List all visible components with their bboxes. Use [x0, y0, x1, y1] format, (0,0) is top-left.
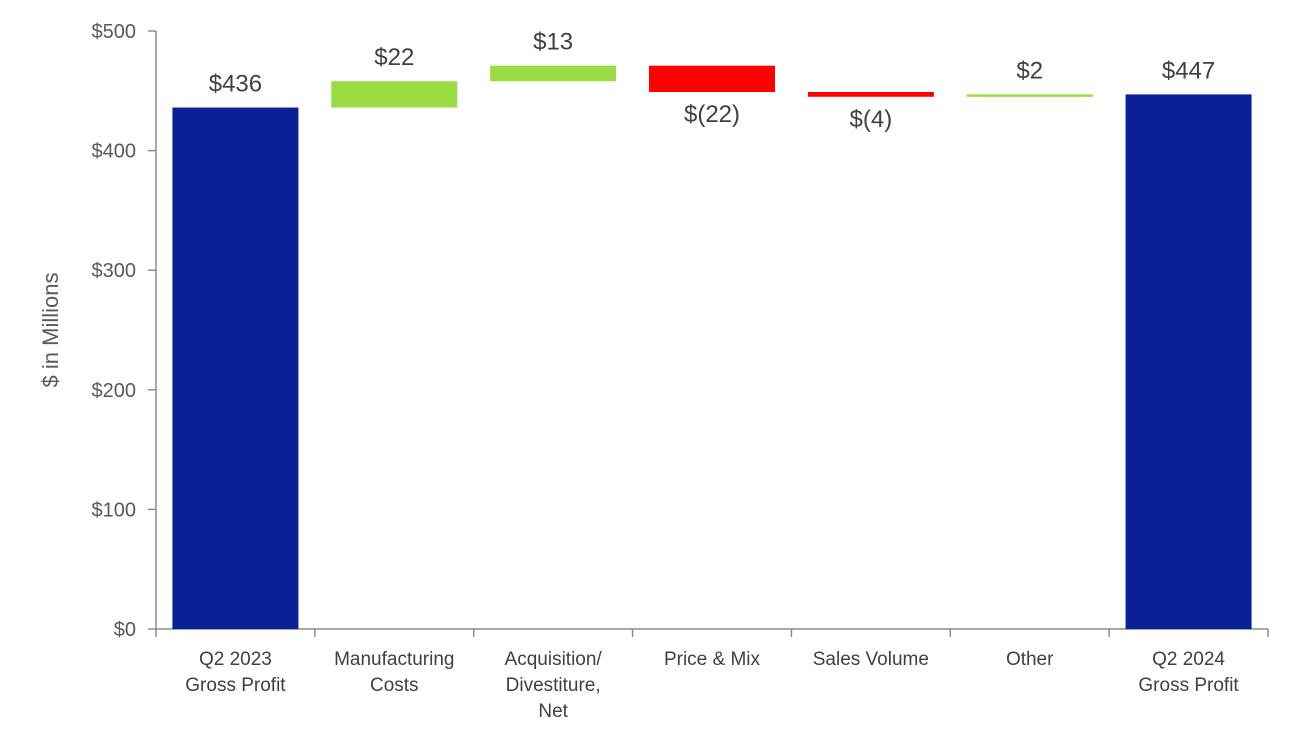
bar-value-label: $(22): [684, 101, 740, 128]
bar-increase: [490, 65, 617, 82]
x-category-label: Q2 2024 Gross Profit: [1138, 649, 1239, 696]
bar-value-label: $2: [1016, 57, 1043, 84]
y-tick-label: $0: [114, 619, 136, 641]
bars: [172, 65, 1252, 629]
y-tick-label: $500: [92, 21, 137, 43]
bar-value-label: $22: [374, 44, 414, 71]
x-category-label: Sales Volume: [813, 649, 929, 670]
x-category-label: Acquisition/Divestiture, Net: [505, 649, 603, 722]
bar-increase: [966, 94, 1093, 97]
x-category-label: Q2 2023 Gross Profit: [185, 649, 286, 696]
y-tick-label: $100: [92, 499, 137, 521]
data-labels: $436 $22 $13 $(22) $(4) $2 $447: [209, 29, 1216, 133]
bar-decrease: [807, 91, 934, 97]
bar-value-label: $13: [533, 29, 573, 56]
bar-total: [1125, 94, 1252, 629]
y-tick-label: $300: [92, 260, 137, 282]
bar-value-label: $436: [209, 71, 262, 98]
y-tick-label: $200: [92, 380, 137, 402]
x-axis: Q2 2023 Gross Profit Manufacturing Costs Acq…: [155, 628, 1269, 722]
bar-increase: [331, 81, 458, 108]
bar-decrease: [649, 65, 775, 92]
x-category-label: Manufacturing Costs: [334, 649, 454, 696]
bar-value-label: $(4): [850, 106, 893, 133]
y-axis-title: $ in Millions: [38, 273, 63, 388]
x-category-label: Other: [1006, 649, 1054, 670]
bar-value-label: $447: [1162, 57, 1215, 84]
bar-total: [172, 107, 299, 629]
x-category-label: Price & Mix: [664, 649, 761, 670]
y-tick-label: $400: [92, 141, 137, 163]
y-axis: $0 $100 $200 $300 $400 $500: [92, 21, 157, 641]
